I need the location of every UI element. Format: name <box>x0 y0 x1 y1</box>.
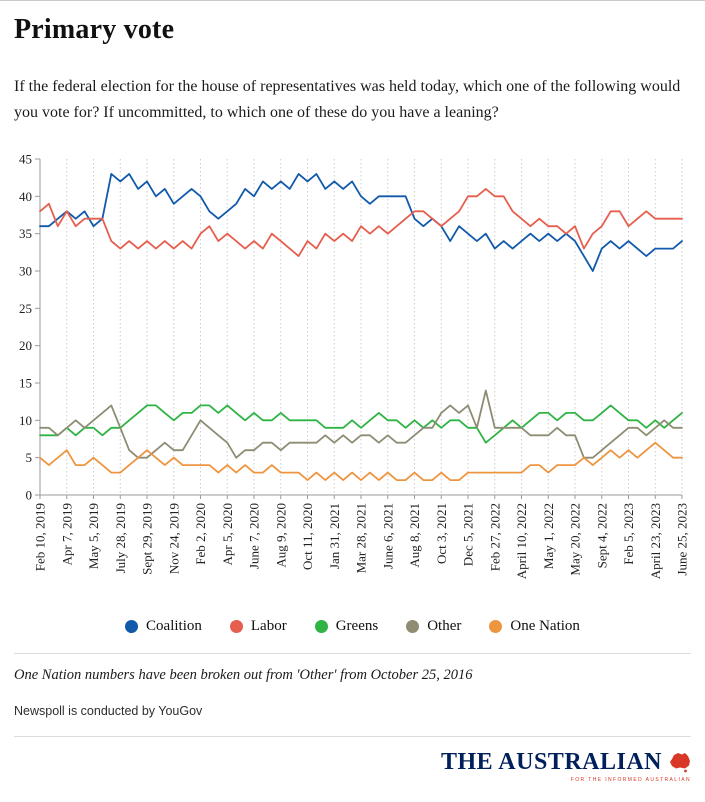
y-tick-label: 25 <box>19 301 32 316</box>
y-tick-label: 30 <box>19 263 32 278</box>
legend-label-coalition: Coalition <box>146 617 202 634</box>
x-tick-label: Oct 11, 2020 <box>300 503 315 570</box>
y-tick-label: 45 <box>19 151 32 166</box>
y-tick-label: 10 <box>19 413 32 428</box>
legend-label-labor: Labor <box>250 617 287 634</box>
chart-footnote: One Nation numbers have been broken out … <box>14 666 473 683</box>
x-tick-label: Feb 10, 2019 <box>33 503 48 571</box>
series-line-one-nation <box>39 441 683 481</box>
y-tick-label: 0 <box>26 487 33 502</box>
masthead-inner: THE AUSTRALIAN FOR THE INFORMED AUSTRALI… <box>441 749 691 783</box>
chart-legend: Coalition Labor Greens Other One Nation <box>14 618 691 635</box>
divider-top-of-footnote <box>14 652 691 654</box>
x-tick-label: Sept 29, 2019 <box>140 503 155 575</box>
y-tick-label: 5 <box>26 450 33 465</box>
legend-label-one-nation: One Nation <box>510 617 580 634</box>
legend-swatch-one-nation <box>489 619 503 633</box>
x-tick-label: April 10, 2022 <box>514 503 529 579</box>
y-tick-label: 20 <box>19 338 32 353</box>
masthead-row: THE AUSTRALIAN <box>441 749 691 776</box>
x-tick-label: Apr 7, 2019 <box>59 503 74 565</box>
x-tick-label: Dec 5, 2021 <box>461 503 476 566</box>
x-tick-label: Feb 27, 2022 <box>487 503 502 571</box>
page: Primary vote If the federal election for… <box>0 0 705 783</box>
series-line-coalition <box>39 172 683 272</box>
x-tick-label: Apr 5, 2020 <box>220 503 235 565</box>
x-tick-label: May 5, 2019 <box>86 503 101 569</box>
x-tick-label: Aug 8, 2021 <box>407 503 422 568</box>
x-tick-label: Oct 3, 2021 <box>434 503 449 564</box>
legend-item-greens: Greens <box>314 617 379 635</box>
x-tick-label: May 20, 2022 <box>568 503 583 576</box>
x-tick-label: Sept 4, 2022 <box>594 503 609 568</box>
legend-swatch-greens <box>314 619 328 633</box>
x-tick-label: July 28, 2019 <box>113 503 128 573</box>
x-tick-label: June 6, 2021 <box>380 503 395 569</box>
x-tick-label: Feb 2, 2020 <box>193 503 208 565</box>
masthead-tagline: FOR THE INFORMED AUSTRALIAN <box>570 776 691 783</box>
series-line-greens <box>39 404 683 444</box>
masthead: THE AUSTRALIAN FOR THE INFORMED AUSTRALI… <box>14 749 691 783</box>
australia-map-icon <box>670 753 690 773</box>
x-tick-label: Aug 9, 2020 <box>273 503 288 568</box>
chart-area: Feb 10, 2019 Apr 7, 2019 May 5, 2019 July 2… <box>14 143 691 618</box>
x-tick-label: Nov 24, 2019 <box>166 503 181 574</box>
legend-label-other: Other <box>427 617 462 634</box>
legend-swatch-labor <box>229 619 243 633</box>
source-note: Newspoll is conducted by YouGov <box>14 703 203 718</box>
legend-label-greens: Greens <box>335 617 379 634</box>
series-line-other <box>39 389 683 459</box>
legend-swatch-other <box>406 619 420 633</box>
x-tick-label: Feb 5, 2023 <box>621 503 636 565</box>
legend-swatch-coalition <box>125 619 139 633</box>
series-line-labor <box>39 187 683 257</box>
divider-above-masthead <box>14 735 691 737</box>
x-tick-label: Jan 31, 2021 <box>327 503 342 569</box>
y-tick-label: 35 <box>19 226 32 241</box>
legend-item-one-nation: One Nation <box>489 618 580 635</box>
y-tick-label: 15 <box>19 375 32 390</box>
x-tick-label: Mar 28, 2021 <box>354 503 369 573</box>
masthead-wordmark: THE AUSTRALIAN <box>440 748 662 775</box>
x-tick-label: April 23, 2023 <box>648 503 663 579</box>
legend-item-labor: Labor <box>229 617 287 635</box>
x-tick-label: May 1, 2022 <box>541 503 556 569</box>
legend-item-other: Other <box>406 618 461 635</box>
legend-item-coalition: Coalition <box>125 618 202 635</box>
chart-subtitle: If the federal election for the house of… <box>14 78 681 122</box>
y-tick-label: 40 <box>19 189 32 204</box>
page-title: Primary vote <box>14 14 175 45</box>
x-tick-label: June 25, 2023 <box>675 503 690 576</box>
x-tick-label: June 7, 2020 <box>247 503 262 569</box>
line-chart-svg: Feb 10, 2019 Apr 7, 2019 May 5, 2019 July 2… <box>19 151 690 579</box>
